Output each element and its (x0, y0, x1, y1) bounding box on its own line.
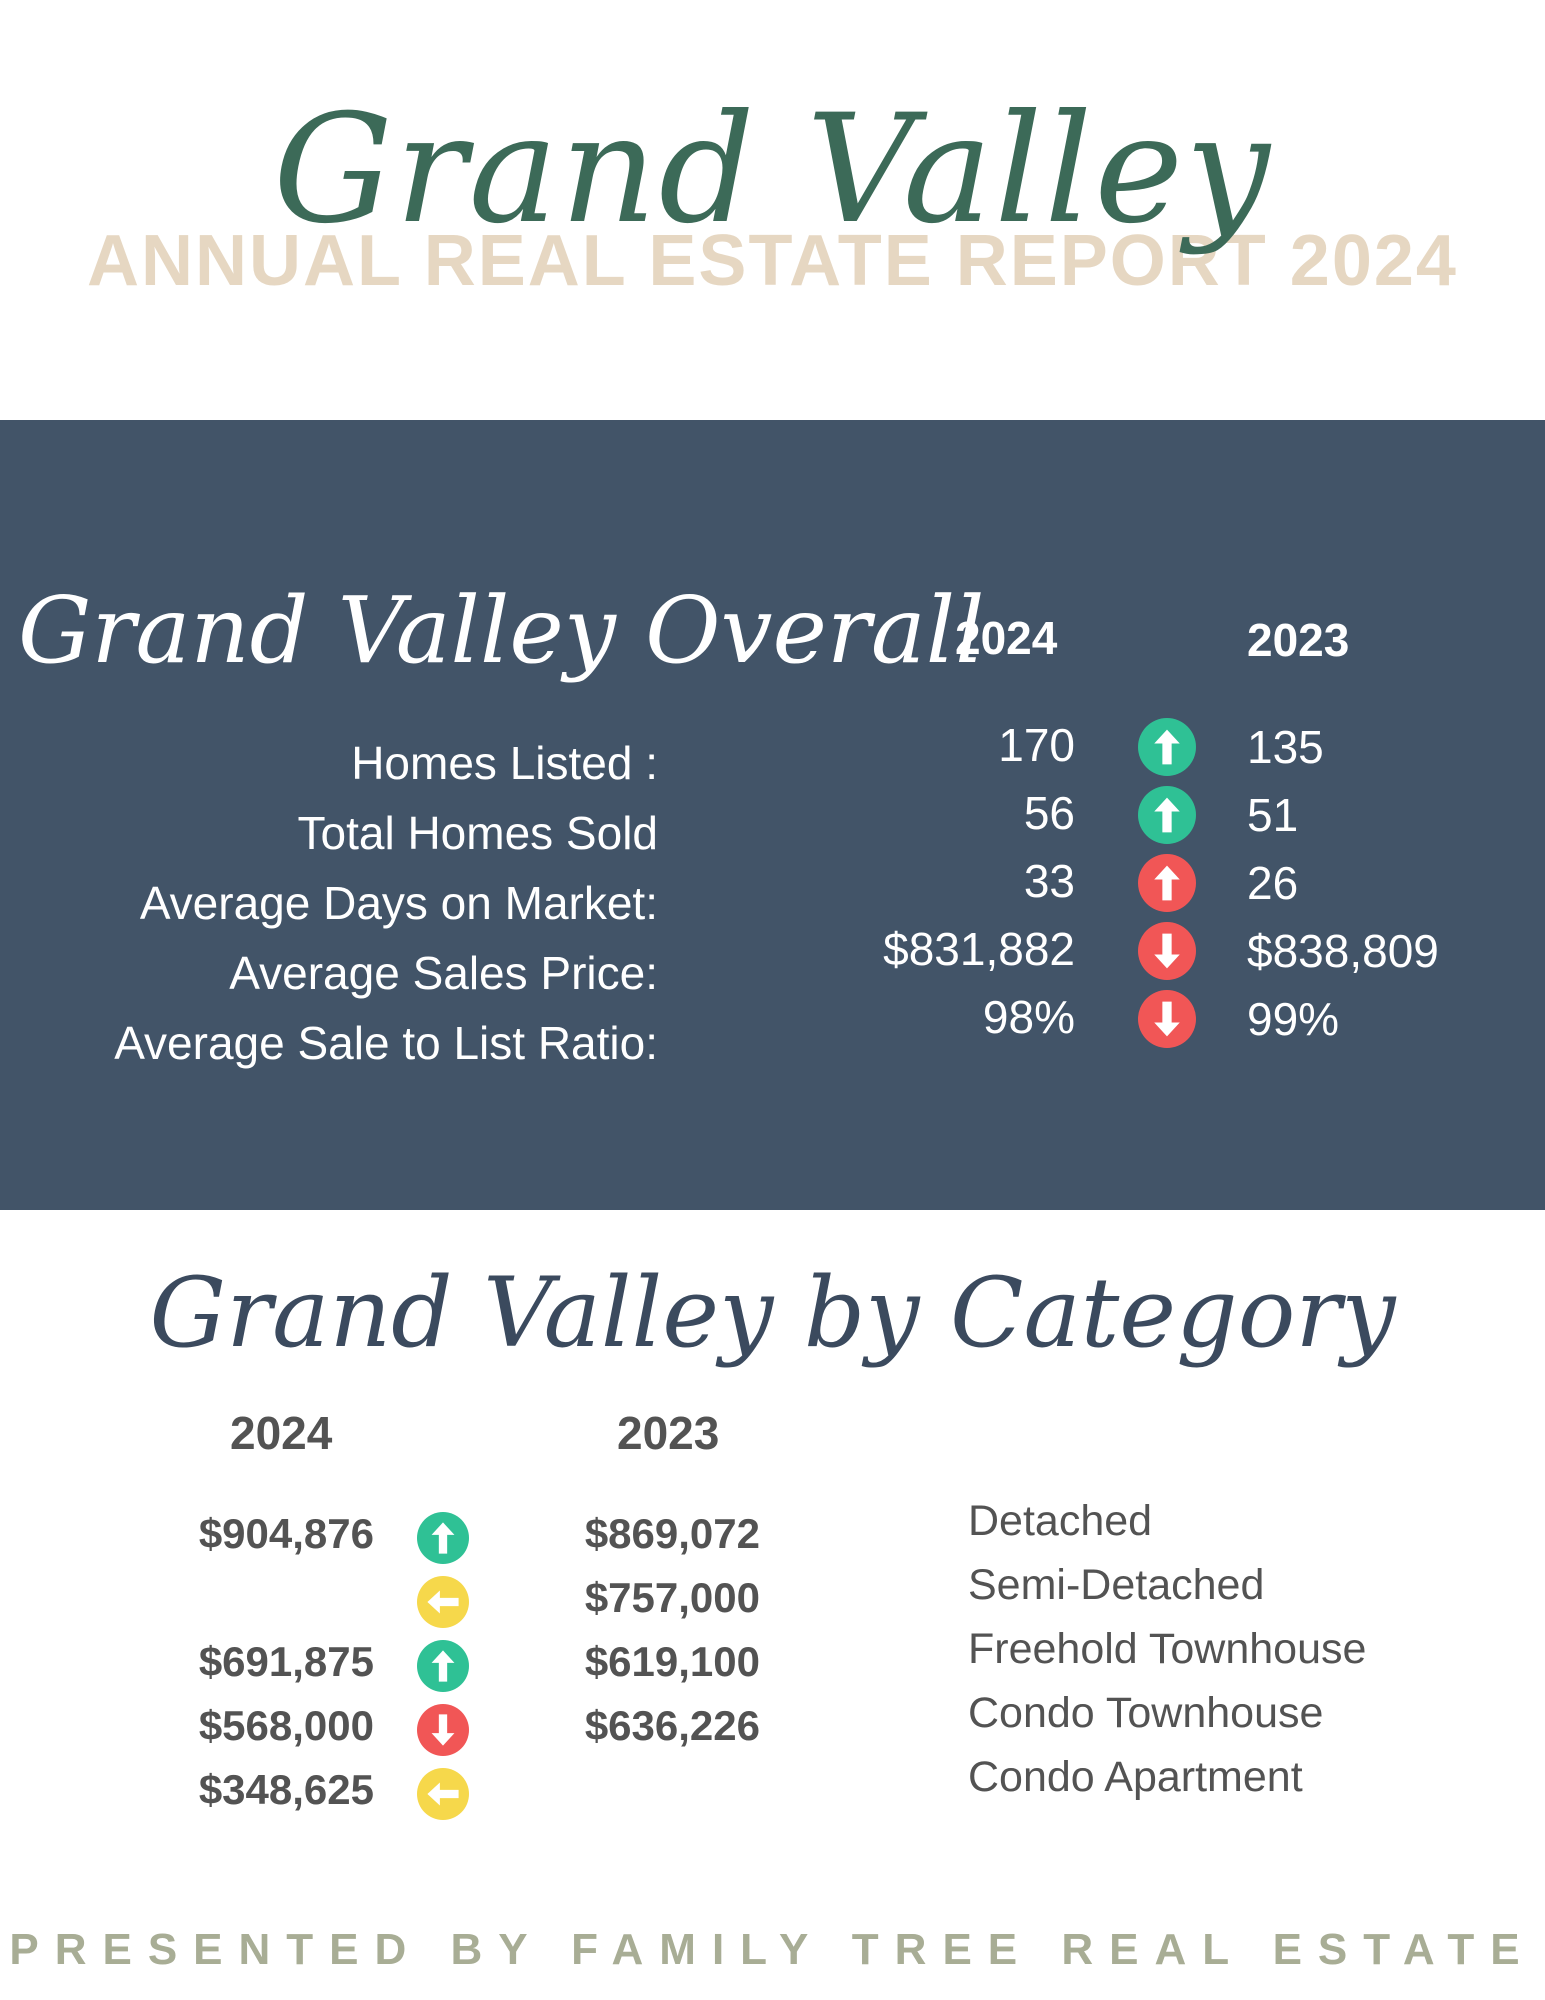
overall-column-2023: 2023 (1247, 614, 1350, 666)
arrow-down-icon (417, 1704, 469, 1756)
category-label-condo-apartment: Condo Apartment (968, 1753, 1303, 1801)
category-value-2024: $691,875 (198, 1638, 374, 1685)
overall-value-2024: 56 (1023, 787, 1075, 839)
overall-value-2024: 170 (998, 719, 1075, 771)
category-column-2024: 2024 (230, 1407, 333, 1459)
category-value-2023: $869,072 (584, 1510, 760, 1557)
category-label-freehold-townhouse: Freehold Townhouse (968, 1625, 1367, 1673)
overall-panel: Grand Valley Overall 2024 2023 Homes Lis… (0, 420, 1545, 1210)
overall-label-average-days-on-market: Average Days on Market: (139, 877, 658, 929)
category-column-2023: 2023 (617, 1407, 720, 1459)
overall-value-2024: $831,882 (883, 923, 1075, 975)
arrow-up-icon (417, 1512, 469, 1564)
overall-section-title: Grand Valley Overall (18, 577, 985, 684)
overall-label-average-sales-price: Average Sales Price: (229, 947, 658, 999)
category-value-2023: $619,100 (584, 1638, 760, 1685)
category-label-detached: Detached (968, 1497, 1153, 1545)
category-label-semi-detached: Semi-Detached (968, 1561, 1265, 1609)
overall-label-homes-listed: Homes Listed : (351, 737, 658, 789)
category-label-condo-townhouse: Condo Townhouse (968, 1689, 1324, 1737)
footer-presented-by: PRESENTED BY FAMILY TREE REAL ESTATE (9, 1925, 1536, 1974)
category-section-title: Grand Valley by Category (149, 1257, 1396, 1369)
arrow-up-icon (417, 1640, 469, 1692)
overall-value-2024: 33 (1023, 855, 1075, 907)
overall-value-2023: 99% (1247, 993, 1340, 1045)
category-value-2023: $636,226 (584, 1702, 760, 1749)
overall-value-2023: 26 (1247, 857, 1299, 909)
arrow-down-icon (1138, 922, 1196, 980)
overall-label-total-homes-sold: Total Homes Sold (297, 807, 659, 859)
arrow-left-icon (417, 1768, 469, 1820)
category-value-2024: $348,625 (198, 1766, 374, 1813)
report-title: ANNUAL REAL ESTATE REPORT 2024 (87, 221, 1458, 301)
category-value-2024: $568,000 (198, 1702, 374, 1749)
report-script-title: Grand Valley (273, 83, 1272, 257)
overall-value-2023: 51 (1247, 789, 1299, 841)
arrow-down-icon (1138, 990, 1196, 1048)
arrow-up-icon (1138, 718, 1196, 776)
overall-column-2024: 2024 (955, 612, 1058, 664)
overall-value-2023: 135 (1247, 721, 1324, 773)
arrow-up-icon (1138, 786, 1196, 844)
arrow-left-icon (417, 1576, 469, 1628)
arrow-up-icon (1138, 854, 1196, 912)
category-value-2024: $904,876 (198, 1510, 374, 1557)
overall-value-2024: 98% (982, 991, 1075, 1043)
category-value-2023: $757,000 (584, 1574, 760, 1621)
overall-value-2023: $838,809 (1247, 925, 1439, 977)
overall-label-average-sale-to-list-ratio: Average Sale to List Ratio: (114, 1017, 658, 1069)
